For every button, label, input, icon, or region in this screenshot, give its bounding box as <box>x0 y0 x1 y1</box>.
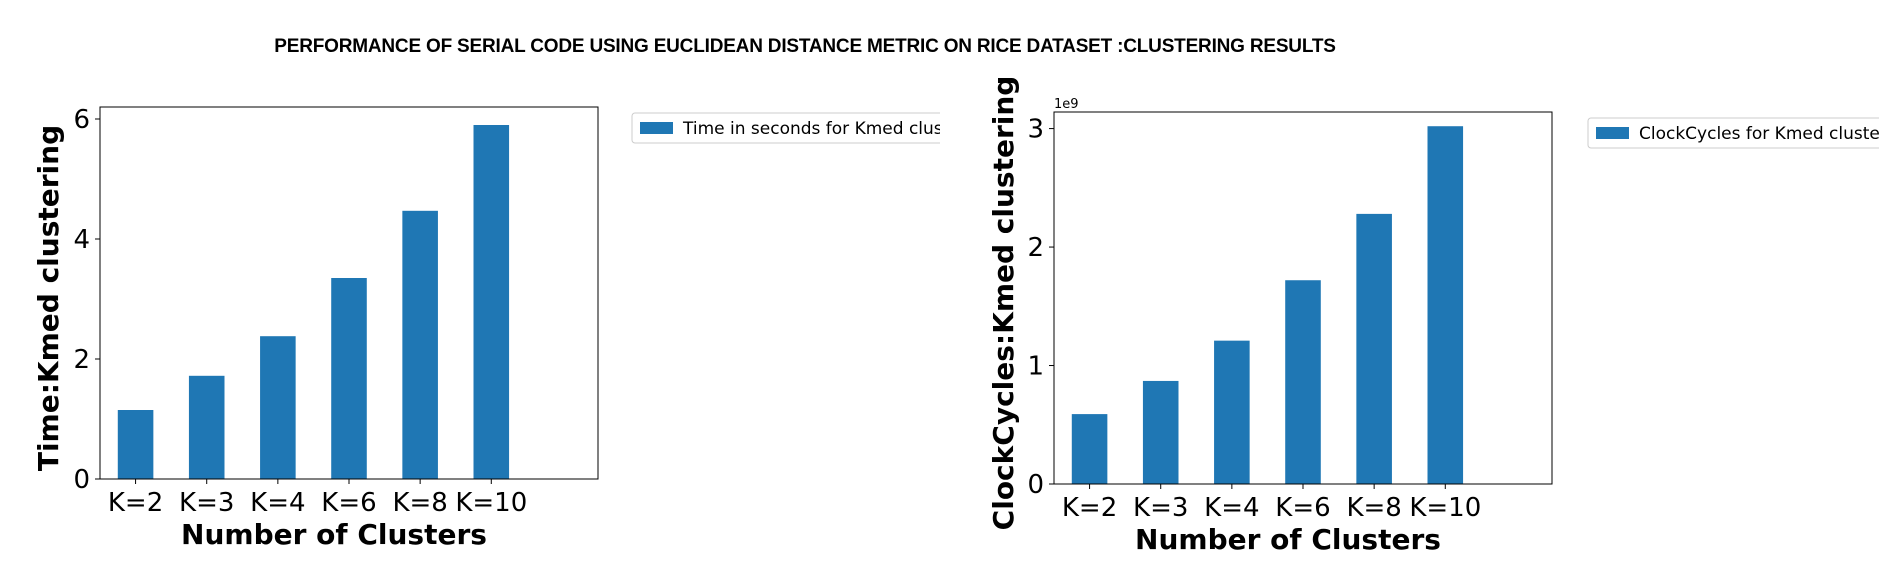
clockcycles-y-tick-label: 2 <box>1027 233 1044 263</box>
clockcycles-legend-swatch <box>1596 127 1629 139</box>
time-x-tick-label: K=2 <box>108 488 163 518</box>
time-bars-group <box>117 125 510 480</box>
clockcycles-legend-label: ClockCycles for Kmed clustering <box>1639 124 1879 144</box>
clockcycles-x-tick-label: K=10 <box>1409 493 1481 523</box>
time-x-tick-label: K=4 <box>250 488 305 518</box>
clockcycles-x-axis-title: Number of Clusters <box>1135 523 1441 556</box>
clockcycles-legend-box <box>1587 117 1879 149</box>
clockcycles-y-tick-label: 1 <box>1027 352 1044 382</box>
time-bar-k2 <box>117 410 154 479</box>
clockcycles-bar-k10 <box>1427 126 1464 485</box>
clockcycles-x-tick-label: K=4 <box>1204 493 1259 523</box>
time-bar-k4 <box>260 336 296 479</box>
time-y-tick-label: 2 <box>73 345 90 375</box>
clockcycles-bar-k2 <box>1071 414 1108 484</box>
clockcycles-y-tick-label: 3 <box>1027 115 1044 145</box>
time-bar-k6 <box>331 278 367 479</box>
clockcycles-x-tick-label: K=8 <box>1346 493 1401 523</box>
time-x-tick-label: K=10 <box>455 488 527 518</box>
time-bar-k10 <box>473 125 510 479</box>
time-y-tick-label: 6 <box>73 105 90 135</box>
clockcycles-offset-label: 1e9 <box>1054 97 1079 112</box>
time-x-axis-title: Number of Clusters <box>181 518 487 551</box>
time-legend-label: Time in seconds for Kmed clustering <box>682 119 993 139</box>
time-x-tick-label: K=3 <box>179 488 234 518</box>
time-x-tick-label: K=6 <box>321 488 376 518</box>
clockcycles-chart: 0 1 2 3 K=2 K=3 K=4 K=6 K=8 K=10 1e9 Number of C… <box>987 76 1879 556</box>
clockcycles-bars-group <box>1071 126 1464 485</box>
clockcycles-y-axis: 0 1 2 3 <box>1027 115 1054 500</box>
clockcycles-bar-k8 <box>1356 213 1392 484</box>
time-x-axis: K=2 K=3 K=4 K=6 K=8 K=10 <box>108 479 527 518</box>
time-bar-k3 <box>188 375 225 479</box>
time-y-axis: 0 2 4 6 <box>73 105 100 495</box>
clockcycles-x-tick-label: K=3 <box>1133 493 1188 523</box>
time-chart: 0 2 4 6 K=2 K=3 K=4 K=6 K=8 K=10 Number of Clust… <box>32 105 940 551</box>
time-x-tick-label: K=8 <box>392 488 447 518</box>
clockcycles-x-tick-label: K=2 <box>1062 493 1117 523</box>
clockcycles-bar-k6 <box>1285 280 1321 484</box>
time-bar-k8 <box>402 210 438 480</box>
time-legend-box <box>631 112 940 144</box>
clockcycles-y-axis-title: ClockCycles:Kmed clustering <box>987 76 1020 531</box>
figure-title: PERFORMANCE OF SERIAL CODE USING EUCLIDE… <box>274 36 1336 57</box>
time-y-axis-title: Time:Kmed clustering <box>32 125 65 471</box>
clockcycles-y-tick-label: 0 <box>1027 470 1044 500</box>
clockcycles-x-tick-label: K=6 <box>1275 493 1330 523</box>
clockcycles-x-axis: K=2 K=3 K=4 K=6 K=8 K=10 <box>1062 484 1481 523</box>
clockcycles-bar-k3 <box>1142 380 1179 484</box>
clockcycles-legend: ClockCycles for Kmed clustering <box>1587 117 1879 149</box>
time-y-tick-label: 4 <box>73 225 90 255</box>
clockcycles-bar-k4 <box>1214 340 1250 484</box>
time-legend-swatch <box>640 122 673 134</box>
time-legend: Time in seconds for Kmed clustering <box>631 112 993 144</box>
time-y-tick-label: 0 <box>73 465 90 495</box>
